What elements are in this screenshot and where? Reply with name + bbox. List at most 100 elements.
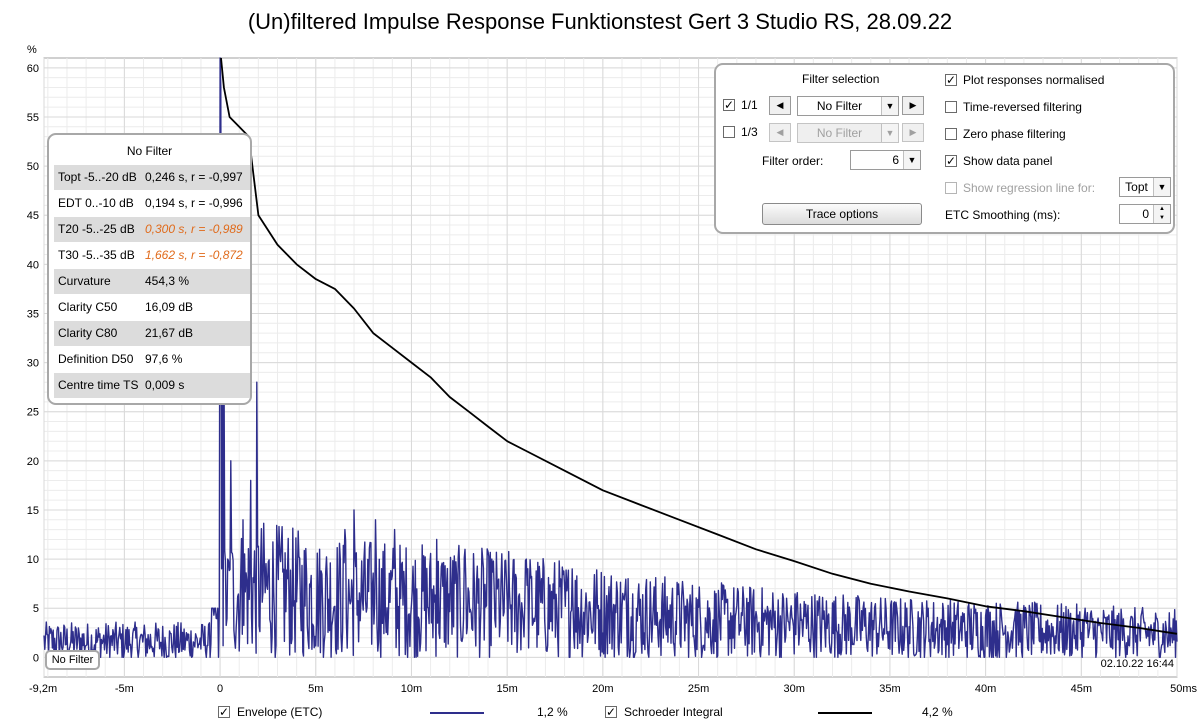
data-panel-row-value: 0,009 s [145, 378, 185, 392]
filter-panel[interactable]: Filter selection ✓ 1/1 ◀ No Filter ▼ ▶ 1… [714, 63, 1175, 234]
option-checkbox[interactable]: ✓ [945, 73, 957, 87]
envelope-legend-swatch [430, 712, 484, 714]
filter-1-1-select[interactable]: No Filter ▼ [797, 96, 899, 116]
x-tick-label: 10m [401, 683, 422, 695]
data-panel-row-label: Curvature [58, 274, 111, 288]
filter-order-value: 6 [892, 153, 899, 167]
y-tick-label: 40 [27, 259, 39, 271]
data-panel-row: Clarity C50 16,09 dB [54, 295, 250, 320]
envelope-legend-value: 1,2 % [537, 705, 568, 719]
chart-title: (Un)filtered Impulse Response Funktionst… [247, 9, 953, 34]
data-panel-row-label: T30 -5..-35 dB [58, 248, 135, 262]
data-panel-row: Centre time TS 0,009 s [54, 373, 250, 398]
chevron-down-icon: ▼ [1153, 178, 1170, 196]
x-tick-label: -9,2m [29, 683, 57, 695]
x-tick-label: 20m [592, 683, 613, 695]
schroeder-legend-checkbox[interactable]: ✓ [605, 705, 617, 719]
data-panel-row: Definition D50 97,6 % [54, 347, 250, 372]
etc-smoothing-value: 0 [1142, 207, 1149, 221]
x-axis: -9,2m -5m 0 5m 10m 15m 20m 25m 30m 35m 40m 45m 50ms [29, 683, 1197, 695]
option-checkbox[interactable] [945, 128, 957, 140]
option-checkbox[interactable]: ✓ [945, 154, 957, 168]
data-panel-row: Topt -5..-20 dB 0,246 s, r = -0,997 [54, 165, 250, 190]
data-panel-row-value: 0,194 s, r = -0,996 [145, 196, 243, 210]
y-tick-label: 25 [27, 407, 39, 419]
x-tick-label: 15m [496, 683, 517, 695]
data-panel-row-label: EDT 0..-10 dB [58, 196, 134, 210]
schroeder-integral-line [220, 57, 1178, 635]
y-tick-label: 60 [27, 63, 39, 75]
data-panel-row-label: Clarity C50 [58, 300, 118, 314]
x-tick-label: 25m [688, 683, 709, 695]
y-axis: 0 5 10 15 20 25 30 35 40 45 50 55 60 [27, 63, 39, 665]
filter-1-3-next-button[interactable]: ▶ [902, 123, 924, 142]
option-label: Plot responses normalised [963, 73, 1105, 87]
envelope-legend-label: Envelope (ETC) [237, 705, 323, 719]
schroeder-legend-label: Schroeder Integral [624, 705, 723, 719]
data-panel-row: Curvature 454,3 % [54, 269, 250, 294]
x-tick-label: 5m [308, 683, 323, 695]
y-tick-label: 50 [27, 161, 39, 173]
data-panel[interactable]: No Filter Topt -5..-20 dB 0,246 s, r = -0… [47, 133, 252, 405]
option-label: Time-reversed filtering [963, 100, 1082, 114]
filter-1-1-prev-button[interactable]: ◀ [769, 96, 791, 115]
data-panel-row-value: 1,662 s, r = -0,872 [145, 248, 243, 262]
x-tick-label: 35m [879, 683, 900, 695]
filter-selection-heading: Filter selection [802, 72, 880, 86]
y-tick-label: 0 [33, 652, 39, 664]
x-tick-label: 0 [217, 683, 223, 695]
legend: ✓ Envelope (ETC) 1,2 % ✓ Schroeder Integ… [0, 702, 1200, 724]
filter-badge: No Filter [45, 650, 100, 670]
trace-options-button[interactable]: Trace options [762, 203, 922, 225]
etc-smoothing-stepper[interactable]: 0 ▲ ▼ [1119, 204, 1171, 224]
data-panel-row-value: 0,300 s, r = -0,989 [145, 222, 243, 236]
data-panel-title: No Filter [126, 144, 173, 158]
filter-1-3-label: 1/3 [741, 125, 758, 139]
data-panel-row-value: 454,3 % [145, 274, 190, 288]
regression-line-select[interactable]: Topt ▼ [1119, 177, 1171, 197]
data-panel-row-value: 0,246 s, r = -0,997 [145, 170, 243, 184]
filter-1-1-label: 1/1 [741, 98, 758, 112]
x-tick-label: 40m [975, 683, 996, 695]
etc-smoothing-label: ETC Smoothing (ms): [945, 208, 1061, 222]
data-panel-row-label: Definition D50 [58, 352, 134, 366]
data-panel-row-label: Clarity C80 [58, 326, 118, 340]
series-layer [43, 57, 1178, 658]
filter-1-3-checkbox[interactable] [723, 126, 735, 138]
schroeder-legend-swatch [818, 712, 872, 714]
option-checkbox[interactable] [945, 101, 957, 113]
regression-line-value: Topt [1125, 180, 1148, 194]
y-tick-label: 55 [27, 112, 39, 124]
option-checkbox[interactable] [945, 182, 957, 194]
filter-1-3-select[interactable]: No Filter ▼ [797, 123, 899, 143]
option-label: Show data panel [963, 154, 1053, 168]
data-panel-row-value: 97,6 % [145, 352, 183, 366]
filter-1-1-select-value: No Filter [816, 99, 863, 113]
y-tick-label: 35 [27, 308, 39, 320]
y-tick-label: 20 [27, 456, 39, 468]
envelope-legend-checkbox[interactable]: ✓ [218, 705, 230, 719]
filter-1-3-select-value: No Filter [816, 126, 863, 140]
chevron-down-icon: ▼ [881, 97, 898, 115]
data-panel-row-label: Centre time TS [58, 378, 139, 392]
filter-1-1-checkbox[interactable]: ✓ [723, 98, 735, 112]
y-tick-label: 30 [27, 358, 39, 370]
data-panel-row-label: Topt -5..-20 dB [58, 170, 137, 184]
schroeder-legend-value: 4,2 % [922, 705, 953, 719]
chevron-down-icon: ▼ [881, 124, 898, 142]
timestamp: 02.10.22 16:44 [1098, 658, 1176, 670]
data-panel-row-value: 16,09 dB [145, 300, 194, 314]
y-unit-label: % [27, 44, 37, 56]
y-tick-label: 45 [27, 210, 39, 222]
data-panel-row: T20 -5..-25 dB 0,300 s, r = -0,989 [54, 217, 250, 242]
filter-order-select[interactable]: 6 ▼ [850, 150, 921, 170]
data-panel-row: EDT 0..-10 dB 0,194 s, r = -0,996 [54, 191, 250, 216]
filter-1-3-prev-button[interactable]: ◀ [769, 123, 791, 142]
option-label: Zero phase filtering [963, 127, 1066, 141]
y-tick-label: 5 [33, 603, 39, 615]
option-label: Show regression line for: [963, 181, 1096, 195]
filter-1-1-next-button[interactable]: ▶ [902, 96, 924, 115]
y-tick-label: 10 [27, 554, 39, 566]
data-panel-row: T30 -5..-35 dB 1,662 s, r = -0,872 [54, 243, 250, 268]
chevron-down-icon: ▼ [903, 151, 920, 169]
